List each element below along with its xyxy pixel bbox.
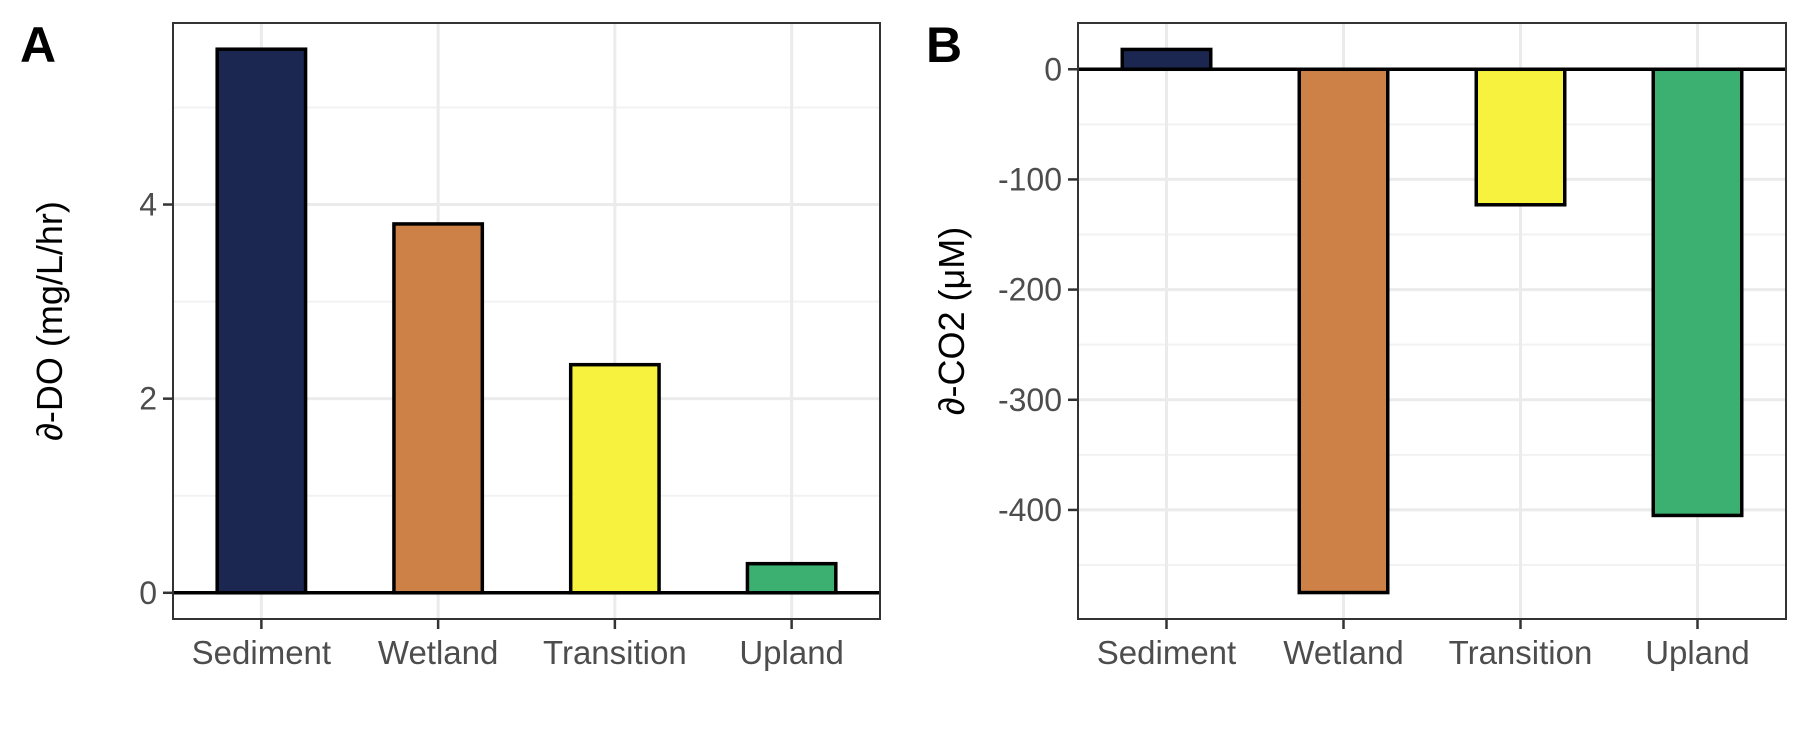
x-tick-label: Transition	[543, 634, 687, 671]
bar-sediment	[215, 47, 308, 595]
x-tick-label: Upland	[1645, 634, 1750, 671]
bar-wetland	[1297, 67, 1390, 595]
panel-1: 0 -100 -200 -300 -400 Sediment Wetland Transiti…	[926, 17, 1787, 671]
x-tick-label: Upland	[739, 634, 844, 671]
panel-0: 0 2 4 Sediment Wetland Transition Upland ∂-DO (…	[20, 17, 881, 671]
y-tick-label: 4	[139, 187, 157, 223]
y-tick-label: -100	[998, 161, 1062, 197]
y-tick-label: 2	[139, 381, 157, 417]
y-axis-label: ∂-DO (mg/L/hr)	[29, 201, 70, 441]
y-tick-label: 0	[1044, 51, 1062, 87]
y-tick-label: -200	[998, 272, 1062, 308]
panel-letter: B	[926, 17, 962, 73]
panel-letter: A	[20, 17, 56, 73]
y-axis-label: ∂-CO2 (μM)	[931, 227, 972, 416]
bar-sediment	[1120, 47, 1213, 72]
bar-upland	[745, 561, 838, 595]
x-tick-label: Transition	[1449, 634, 1593, 671]
panel-border	[1077, 22, 1787, 620]
y-tick-label: -300	[998, 382, 1062, 418]
bar-upland	[1651, 67, 1744, 518]
bar-transition	[568, 362, 661, 595]
x-tick-label: Wetland	[378, 634, 498, 671]
y-tick-label: 0	[139, 575, 157, 611]
x-tick-label: Sediment	[192, 634, 331, 671]
panel-border	[172, 22, 881, 620]
bar-wetland	[392, 222, 485, 595]
x-tick-label: Wetland	[1283, 634, 1403, 671]
x-tick-label: Sediment	[1097, 634, 1236, 671]
bar-transition	[1474, 67, 1567, 207]
y-tick-label: -400	[998, 492, 1062, 528]
